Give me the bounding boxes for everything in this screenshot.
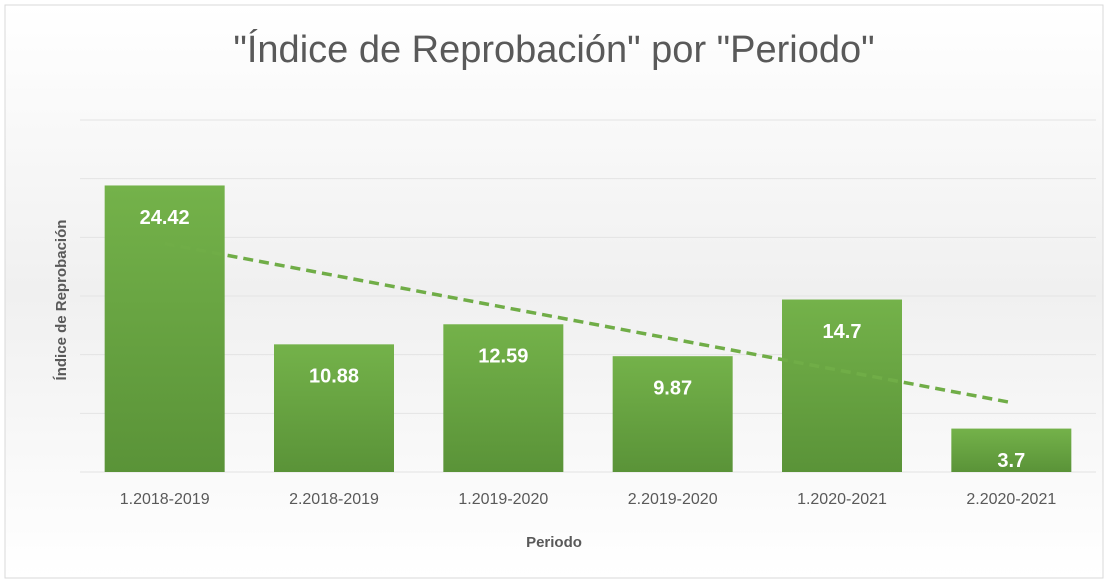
- x-tick-label: 2.2019-2020: [628, 491, 718, 508]
- bar: [443, 324, 564, 472]
- data-label: 12.59: [478, 346, 528, 368]
- x-tick-label: 2.2020-2021: [966, 491, 1056, 508]
- x-tick-label: 1.2019-2020: [458, 491, 548, 508]
- data-label: 10.88: [309, 366, 359, 388]
- y-axis-title: Índice de Reprobación: [53, 220, 70, 381]
- bar: [951, 428, 1072, 472]
- chart-title: "Índice de Reprobación" por "Periodo": [233, 28, 874, 71]
- data-label: 9.87: [653, 377, 692, 399]
- bar: [612, 356, 733, 472]
- x-tick-label: 1.2020-2021: [797, 491, 887, 508]
- x-tick-label: 1.2018-2019: [120, 491, 210, 508]
- data-label: 14.7: [823, 321, 862, 343]
- x-axis-title: Periodo: [526, 534, 582, 551]
- bar: [782, 299, 902, 472]
- x-tick-label: 2.2018-2019: [289, 491, 379, 508]
- data-label: 3.7: [997, 450, 1025, 472]
- bar: [274, 344, 394, 472]
- data-label: 24.42: [140, 207, 190, 229]
- bar: [104, 185, 225, 473]
